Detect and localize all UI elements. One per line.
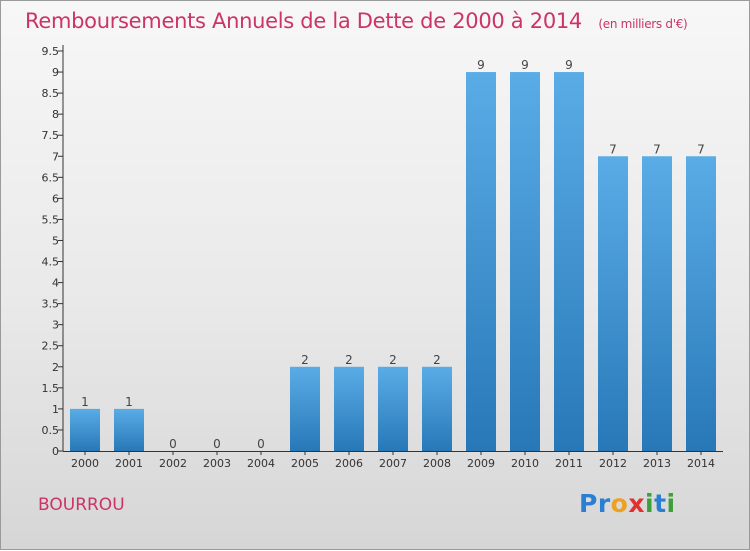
x-tick-label: 2004 <box>247 457 275 470</box>
y-tick-label: 7.5 <box>42 129 60 142</box>
logo-letter: P <box>579 489 598 518</box>
chart-title: Remboursements Annuels de la Dette de 20… <box>25 9 688 33</box>
y-tick-label: 1 <box>52 403 59 416</box>
x-tick-label: 2011 <box>555 457 583 470</box>
data-label: 1 <box>81 395 89 409</box>
y-tick-label: 4.5 <box>42 256 60 269</box>
y-tick-label: 0 <box>52 445 59 458</box>
y-tick-label: 3.5 <box>42 298 60 311</box>
data-label: 7 <box>653 142 661 156</box>
data-label: 1 <box>125 395 133 409</box>
y-tick-label: 5 <box>52 234 59 247</box>
bar <box>510 72 540 451</box>
x-tick-label: 2014 <box>687 457 715 470</box>
y-tick-label: 1.5 <box>42 382 60 395</box>
data-label: 7 <box>609 142 617 156</box>
data-label: 0 <box>257 437 265 451</box>
y-tick-label: 9.5 <box>42 45 60 58</box>
data-label: 9 <box>477 58 485 72</box>
data-label: 2 <box>345 353 353 367</box>
x-tick-label: 2001 <box>115 457 143 470</box>
bar <box>554 72 584 451</box>
bar <box>70 408 100 451</box>
logo-letter: t <box>654 489 667 518</box>
x-tick-label: 2013 <box>643 457 671 470</box>
x-tick-label: 2006 <box>335 457 363 470</box>
y-tick-label: 3 <box>52 319 59 332</box>
logo-letter: r <box>597 489 611 518</box>
y-tick-label: 8 <box>52 108 59 121</box>
y-tick-label: 8.5 <box>42 87 60 100</box>
data-label: 9 <box>565 58 573 72</box>
chart-unit-label: (en milliers d'€) <box>598 17 688 31</box>
y-tick-label: 7 <box>52 150 59 163</box>
bar <box>114 408 144 451</box>
data-label: 0 <box>169 437 177 451</box>
bar <box>334 366 364 451</box>
logo-letter: i <box>645 489 655 518</box>
y-tick-label: 2.5 <box>42 340 60 353</box>
y-tick-label: 4 <box>52 277 59 290</box>
y-tick-label: 2 <box>52 361 59 374</box>
y-tick-label: 6.5 <box>42 171 60 184</box>
bar <box>598 156 628 451</box>
data-label: 9 <box>521 58 529 72</box>
proxiti-logo: Proxiti <box>579 489 676 518</box>
chart-title-text: Remboursements Annuels de la Dette de 20… <box>25 9 582 33</box>
y-tick-label: 0.5 <box>42 424 60 437</box>
x-tick-label: 2000 <box>71 457 99 470</box>
bar <box>422 366 452 451</box>
x-tick-label: 2003 <box>203 457 231 470</box>
bar <box>686 156 716 451</box>
y-tick-label: 9 <box>52 66 59 79</box>
data-label: 2 <box>433 353 441 367</box>
logo-letter: x <box>628 489 645 518</box>
logo-letter: i <box>666 489 676 518</box>
y-tick-label: 6 <box>52 192 59 205</box>
x-tick-label: 2009 <box>467 457 495 470</box>
x-tick-label: 2012 <box>599 457 627 470</box>
y-tick-label: 5.5 <box>42 213 60 226</box>
x-tick-label: 2007 <box>379 457 407 470</box>
x-tick-label: 2002 <box>159 457 187 470</box>
bar <box>290 366 320 451</box>
place-name: BOURROU <box>38 495 125 515</box>
bar <box>642 156 672 451</box>
x-tick-label: 2005 <box>291 457 319 470</box>
x-tick-label: 2010 <box>511 457 539 470</box>
data-label: 7 <box>697 142 705 156</box>
x-tick-label: 2008 <box>423 457 451 470</box>
data-label: 0 <box>213 437 221 451</box>
data-label: 2 <box>389 353 397 367</box>
logo-letter: o <box>610 489 629 518</box>
data-label: 2 <box>301 353 309 367</box>
bar <box>466 72 496 451</box>
bar <box>378 366 408 451</box>
